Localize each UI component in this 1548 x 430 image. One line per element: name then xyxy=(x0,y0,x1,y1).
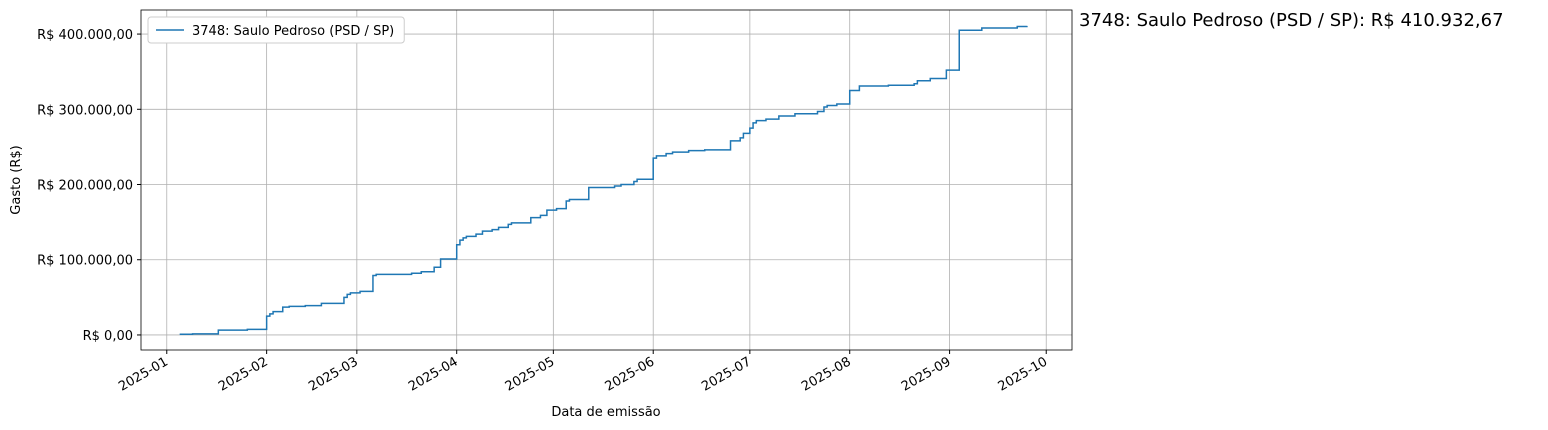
y-tick-label: R$ 200.000,00 xyxy=(37,179,133,194)
y-axis-label: Gasto (R$) xyxy=(9,145,24,214)
legend-label: 3748: Saulo Pedroso (PSD / SP) xyxy=(192,24,394,39)
data-line xyxy=(179,25,1028,335)
legend-box xyxy=(147,16,405,44)
x-tick-label: 2025-09 xyxy=(899,354,954,394)
x-tick-label: 2025-06 xyxy=(603,354,658,394)
x-tick-label: 2025-02 xyxy=(216,354,271,394)
plot-frame xyxy=(140,9,1073,351)
y-tick-label: R$ 100.000,00 xyxy=(37,254,133,269)
x-tick-label: 2025-03 xyxy=(306,354,361,394)
x-tick-label: 2025-08 xyxy=(799,354,854,394)
annotation: 3748: Saulo Pedroso (PSD / SP): R$ 410.9… xyxy=(1079,10,1504,31)
x-axis-label: Data de emissão xyxy=(551,405,660,420)
x-tick-label: 2025-05 xyxy=(503,354,558,394)
x-tick-label: 2025-10 xyxy=(996,354,1051,394)
x-tick-label: 2025-01 xyxy=(116,354,171,394)
y-tick-label: R$ 0,00 xyxy=(83,329,133,344)
legend: 3748: Saulo Pedroso (PSD / SP) xyxy=(147,16,405,44)
x-tick-label: 2025-07 xyxy=(699,354,754,394)
y-tick-label: R$ 400.000,00 xyxy=(37,28,133,43)
x-tick-label: 2025-04 xyxy=(406,354,461,394)
y-tick-label: R$ 300.000,00 xyxy=(37,103,133,118)
